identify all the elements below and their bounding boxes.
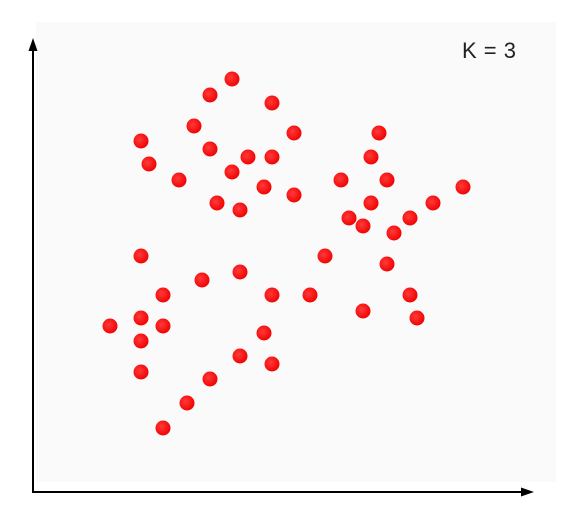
scatter-point xyxy=(286,187,302,203)
scatter-point xyxy=(240,149,256,165)
scatter-point xyxy=(256,325,272,341)
scatter-point xyxy=(264,287,280,303)
scatter-point xyxy=(202,87,218,103)
y-axis-arrowhead xyxy=(28,38,38,51)
scatter-point xyxy=(409,310,425,326)
scatter-point xyxy=(232,348,248,364)
scatter-point xyxy=(133,310,149,326)
scatter-point xyxy=(209,195,225,211)
scatter-point xyxy=(302,287,318,303)
scatter-point xyxy=(224,164,240,180)
scatter-point xyxy=(133,333,149,349)
scatter-point xyxy=(202,371,218,387)
scatter-point xyxy=(402,287,418,303)
scatter-point xyxy=(155,420,171,436)
scatter-point xyxy=(186,118,202,134)
x-axis-arrowhead xyxy=(521,487,534,497)
scatter-point xyxy=(133,133,149,149)
scatter-point xyxy=(379,256,395,272)
plot-background xyxy=(36,22,556,482)
scatter-point xyxy=(386,225,402,241)
scatter-point xyxy=(155,287,171,303)
scatter-point xyxy=(371,125,387,141)
scatter-point xyxy=(355,218,371,234)
scatter-point xyxy=(264,149,280,165)
scatter-point xyxy=(232,264,248,280)
scatter-point xyxy=(355,303,371,319)
scatter-point xyxy=(363,149,379,165)
scatter-point xyxy=(341,210,357,226)
scatter-point xyxy=(155,318,171,334)
scatter-point xyxy=(425,195,441,211)
scatter-point xyxy=(264,356,280,372)
scatter-point xyxy=(171,172,187,188)
scatter-point xyxy=(379,172,395,188)
scatter-point xyxy=(333,172,349,188)
scatter-point xyxy=(402,210,418,226)
scatter-point xyxy=(317,248,333,264)
scatter-point xyxy=(179,395,195,411)
k-annotation: K = 3 xyxy=(462,38,517,63)
scatter-point xyxy=(455,179,471,195)
scatter-point xyxy=(232,202,248,218)
scatter-point xyxy=(256,179,272,195)
scatter-point xyxy=(286,125,302,141)
scatter-point xyxy=(202,141,218,157)
scatter-point xyxy=(133,248,149,264)
scatter-point xyxy=(363,195,379,211)
scatter-point xyxy=(102,318,118,334)
scatter-point xyxy=(224,71,240,87)
scatter-point xyxy=(141,156,157,172)
points-layer xyxy=(102,71,471,436)
scatter-point xyxy=(194,272,210,288)
scatter-point xyxy=(133,364,149,380)
scatter-point xyxy=(264,95,280,111)
